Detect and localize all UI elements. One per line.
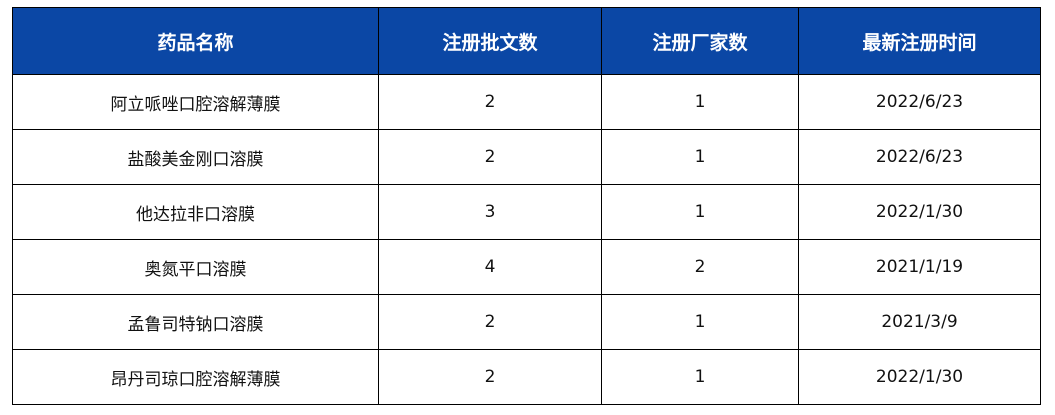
table-row: 昂丹司琼口腔溶解薄膜 2 1 2022/1/30 xyxy=(12,349,1041,405)
table-row: 奥氮平口溶膜 4 2 2021/1/19 xyxy=(12,239,1041,295)
drug-name-cell: 盐酸美金刚口溶膜 xyxy=(12,129,379,185)
latest-date-cell: 2021/1/19 xyxy=(798,239,1041,295)
drug-name-cell: 奥氮平口溶膜 xyxy=(12,239,379,295)
header-approval-count: 注册批文数 xyxy=(378,7,602,75)
manufacturer-count-cell: 1 xyxy=(601,184,799,240)
approval-count-cell: 3 xyxy=(378,184,602,240)
approval-count-cell: 2 xyxy=(378,349,602,405)
manufacturer-count-cell: 2 xyxy=(601,239,799,295)
approval-count-cell: 2 xyxy=(378,294,602,350)
drug-name-cell: 孟鲁司特钠口溶膜 xyxy=(12,294,379,350)
header-manufacturer-count: 注册厂家数 xyxy=(601,7,799,75)
approval-count-cell: 2 xyxy=(378,74,602,130)
table-row: 盐酸美金刚口溶膜 2 1 2022/6/23 xyxy=(12,129,1041,185)
table-row: 阿立哌唑口腔溶解薄膜 2 1 2022/6/23 xyxy=(12,74,1041,130)
table-row: 他达拉非口溶膜 3 1 2022/1/30 xyxy=(12,184,1041,240)
approval-count-cell: 4 xyxy=(378,239,602,295)
header-latest-date: 最新注册时间 xyxy=(798,7,1041,75)
manufacturer-count-cell: 1 xyxy=(601,294,799,350)
drug-name-cell: 他达拉非口溶膜 xyxy=(12,184,379,240)
approval-count-cell: 2 xyxy=(378,129,602,185)
drug-name-cell: 昂丹司琼口腔溶解薄膜 xyxy=(12,349,379,405)
header-row: 药品名称 注册批文数 注册厂家数 最新注册时间 xyxy=(12,7,1041,75)
header-drug-name: 药品名称 xyxy=(12,7,379,75)
table-row: 孟鲁司特钠口溶膜 2 1 2021/3/9 xyxy=(12,294,1041,350)
manufacturer-count-cell: 1 xyxy=(601,129,799,185)
latest-date-cell: 2022/1/30 xyxy=(798,349,1041,405)
manufacturer-count-cell: 1 xyxy=(601,74,799,130)
latest-date-cell: 2021/3/9 xyxy=(798,294,1041,350)
latest-date-cell: 2022/6/23 xyxy=(798,74,1041,130)
manufacturer-count-cell: 1 xyxy=(601,349,799,405)
drug-registration-table: 药品名称 注册批文数 注册厂家数 最新注册时间 阿立哌唑口腔溶解薄膜 2 1 2022… xyxy=(12,7,1041,405)
latest-date-cell: 2022/6/23 xyxy=(798,129,1041,185)
latest-date-cell: 2022/1/30 xyxy=(798,184,1041,240)
drug-name-cell: 阿立哌唑口腔溶解薄膜 xyxy=(12,74,379,130)
